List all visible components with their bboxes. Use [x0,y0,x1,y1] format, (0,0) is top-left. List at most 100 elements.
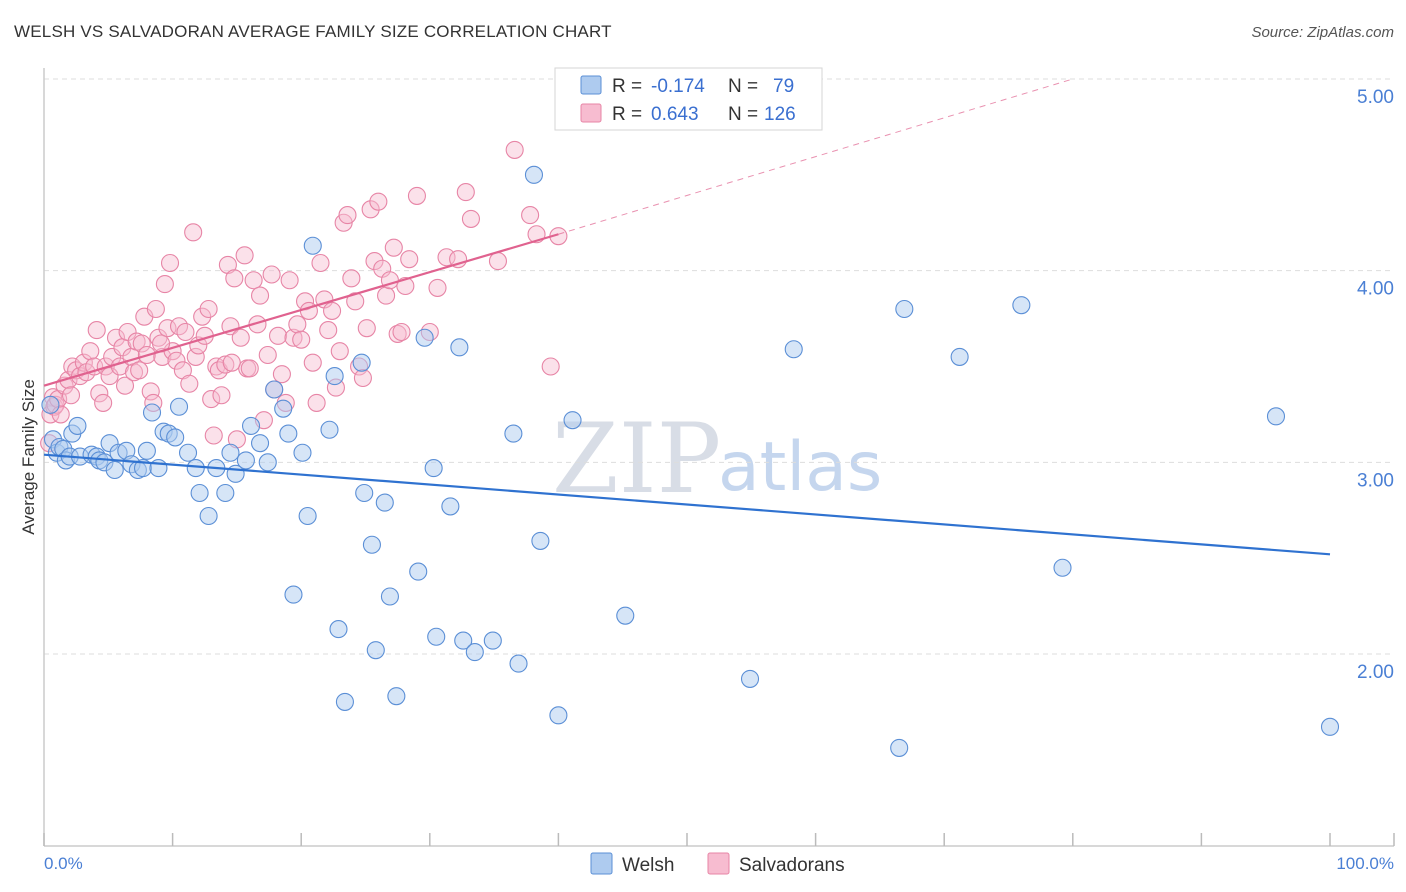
welsh-point [178,443,198,462]
salvadorans-legend-label: Salvadorans [739,855,845,876]
salvadorans-point [250,286,270,305]
salvadorans-point [118,322,137,342]
welsh-point [784,340,803,359]
salvadorans-point [216,355,235,374]
welsh-point [169,397,189,416]
salvadorans-point [235,246,254,265]
salvadorans-n-label: N = [728,104,758,125]
welsh-point [415,328,434,347]
welsh-point [740,669,760,688]
salvadorans-point [244,271,263,290]
welsh-point [450,338,469,357]
salvadorans-point [132,334,151,353]
salvadorans-points [40,140,568,453]
salvadorans-point [384,238,403,257]
welsh-point [504,424,523,443]
welsh-point [335,692,354,711]
salvadorans-point [258,345,277,365]
welsh-point [320,420,339,439]
salvadorans-point [437,248,456,267]
salvadorans-point [353,368,372,388]
welsh-point [298,506,317,526]
y-tick-label: 2.00 [1357,662,1394,683]
salvadorans-point [307,393,326,412]
salvadorans-point [202,390,221,409]
welsh-point [616,606,635,625]
salvadorans-point [461,209,481,228]
welsh-bottom-swatch [590,852,613,875]
welsh-point [895,299,914,319]
salvadorans-point [303,353,322,372]
welsh-point [375,493,394,512]
welsh-point [1266,407,1286,426]
welsh-point [142,403,162,422]
salvadorans-point [319,321,338,340]
welsh-point [265,380,284,399]
welsh-point [68,416,87,435]
welsh-point [41,395,60,414]
welsh-point [241,416,261,435]
salvadorans-point [400,250,419,269]
salvadorans-point [288,315,307,334]
salvadorans-point [369,192,388,211]
salvadorans-point [342,269,361,288]
welsh-points [41,69,1340,757]
salvadorans-point [176,322,195,342]
welsh-point [409,562,428,581]
salvadorans-point [407,186,426,205]
salvadorans-point [186,347,205,366]
welsh-legend-swatch [580,75,602,95]
chart-title: WELSH VS SALVADORAN AVERAGE FAMILY SIZE … [14,22,612,41]
salvadorans-point [338,206,357,225]
welsh-point [284,585,303,604]
salvadorans-point [428,278,447,297]
welsh-point [293,443,312,462]
salvadorans-point [541,357,560,376]
welsh-point [105,460,124,480]
welsh-point [352,353,371,372]
welsh-point [454,631,473,650]
salvadorans-point [262,265,281,284]
y-tick-label: 4.00 [1357,279,1394,300]
welsh-point [424,459,443,478]
x-ticks [43,833,1395,846]
salvadorans-point [160,253,180,273]
salvadorans-point [222,353,241,372]
watermark-atlas: atlas [718,428,882,507]
stats-legend: R = -0.174 N = 79 R = 0.643 N = 126 [554,67,823,131]
welsh-r-value: -0.174 [651,76,705,97]
salvadorans-point [357,319,376,338]
salvadorans-point [323,301,342,320]
welsh-n-label: N = [728,76,758,97]
welsh-point [258,453,277,472]
welsh-point [387,687,406,706]
salvadorans-n-value: 126 [764,104,796,125]
salvadorans-point [521,206,540,225]
salvadorans-point [212,386,231,405]
salvadorans-point [392,322,411,342]
salvadorans-point [346,292,365,311]
x-tick-label-max: 100.0% [1336,854,1394,873]
salvadorans-point [377,286,396,305]
welsh-trend-line [43,453,1331,556]
welsh-point [441,497,460,516]
salvadorans-point [396,276,415,296]
welsh-point [274,399,293,418]
welsh-point [531,531,550,550]
salvadorans-point [505,140,524,159]
salvadorans-point [61,386,81,405]
welsh-n-value: 79 [773,76,794,97]
series-legend: Welsh Salvadorans [590,852,845,876]
welsh-point [509,654,528,673]
salvadorans-point [204,426,223,445]
salvadorans-trend-line [43,233,559,387]
welsh-point [166,428,185,447]
welsh-point [216,483,235,503]
welsh-point [366,641,385,660]
welsh-point [303,236,322,255]
salvadorans-r-label: R = [612,104,642,125]
welsh-point [221,443,240,462]
salvadorans-point [240,359,259,378]
welsh-point [427,627,446,646]
